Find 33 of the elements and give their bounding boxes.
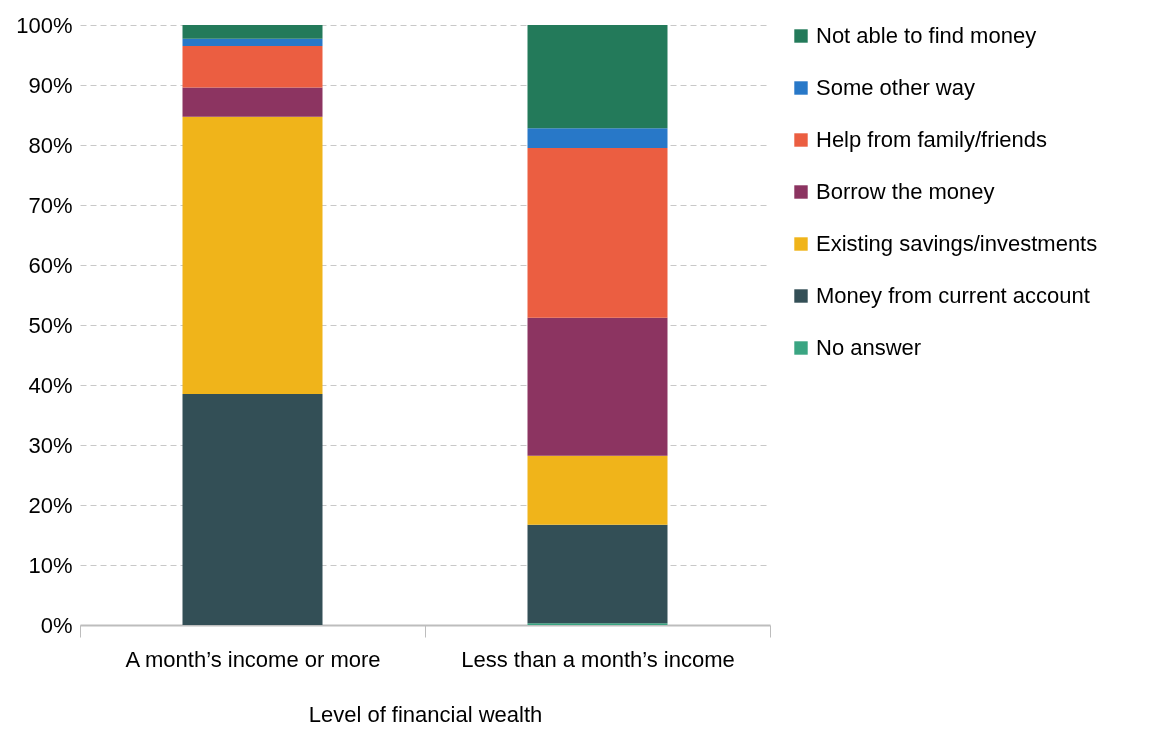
bar xyxy=(182,394,323,625)
y-tick-label: 10% xyxy=(28,552,73,578)
legend-label: Not able to find money xyxy=(816,23,1037,48)
legend-label: No answer xyxy=(816,335,922,360)
legend-label: Money from current account xyxy=(816,283,1090,308)
x-tick-label: A month’s income or more xyxy=(125,646,381,672)
legend-label: Existing savings/investments xyxy=(816,231,1098,256)
bar xyxy=(182,46,323,88)
bar xyxy=(182,116,323,394)
bar xyxy=(527,25,668,129)
bar xyxy=(527,317,668,456)
x-tick-label: Less than a month’s income xyxy=(461,646,735,672)
bar xyxy=(527,455,668,525)
bar xyxy=(182,38,323,46)
legend-label: Help from family/friends xyxy=(816,127,1048,152)
y-tick-label: 80% xyxy=(28,132,73,158)
legend-label: Some other way xyxy=(816,75,975,100)
y-tick-label: 100% xyxy=(16,12,73,38)
bar xyxy=(182,25,323,39)
y-tick-label: 20% xyxy=(28,492,73,518)
y-tick-label: 60% xyxy=(28,252,73,278)
y-tick-label: 90% xyxy=(28,72,73,98)
y-tick-label: 40% xyxy=(28,372,73,398)
x-axis-title: Level of financial wealth xyxy=(308,701,543,727)
bar xyxy=(527,524,668,624)
y-tick-label: 30% xyxy=(28,432,73,458)
bar xyxy=(527,128,668,148)
y-tick-label: 70% xyxy=(28,192,73,218)
y-tick-label: 50% xyxy=(28,312,73,338)
bar xyxy=(527,148,668,318)
bar xyxy=(182,87,323,117)
legend-label: Borrow the money xyxy=(816,179,995,204)
y-tick-label: 0% xyxy=(40,612,73,638)
